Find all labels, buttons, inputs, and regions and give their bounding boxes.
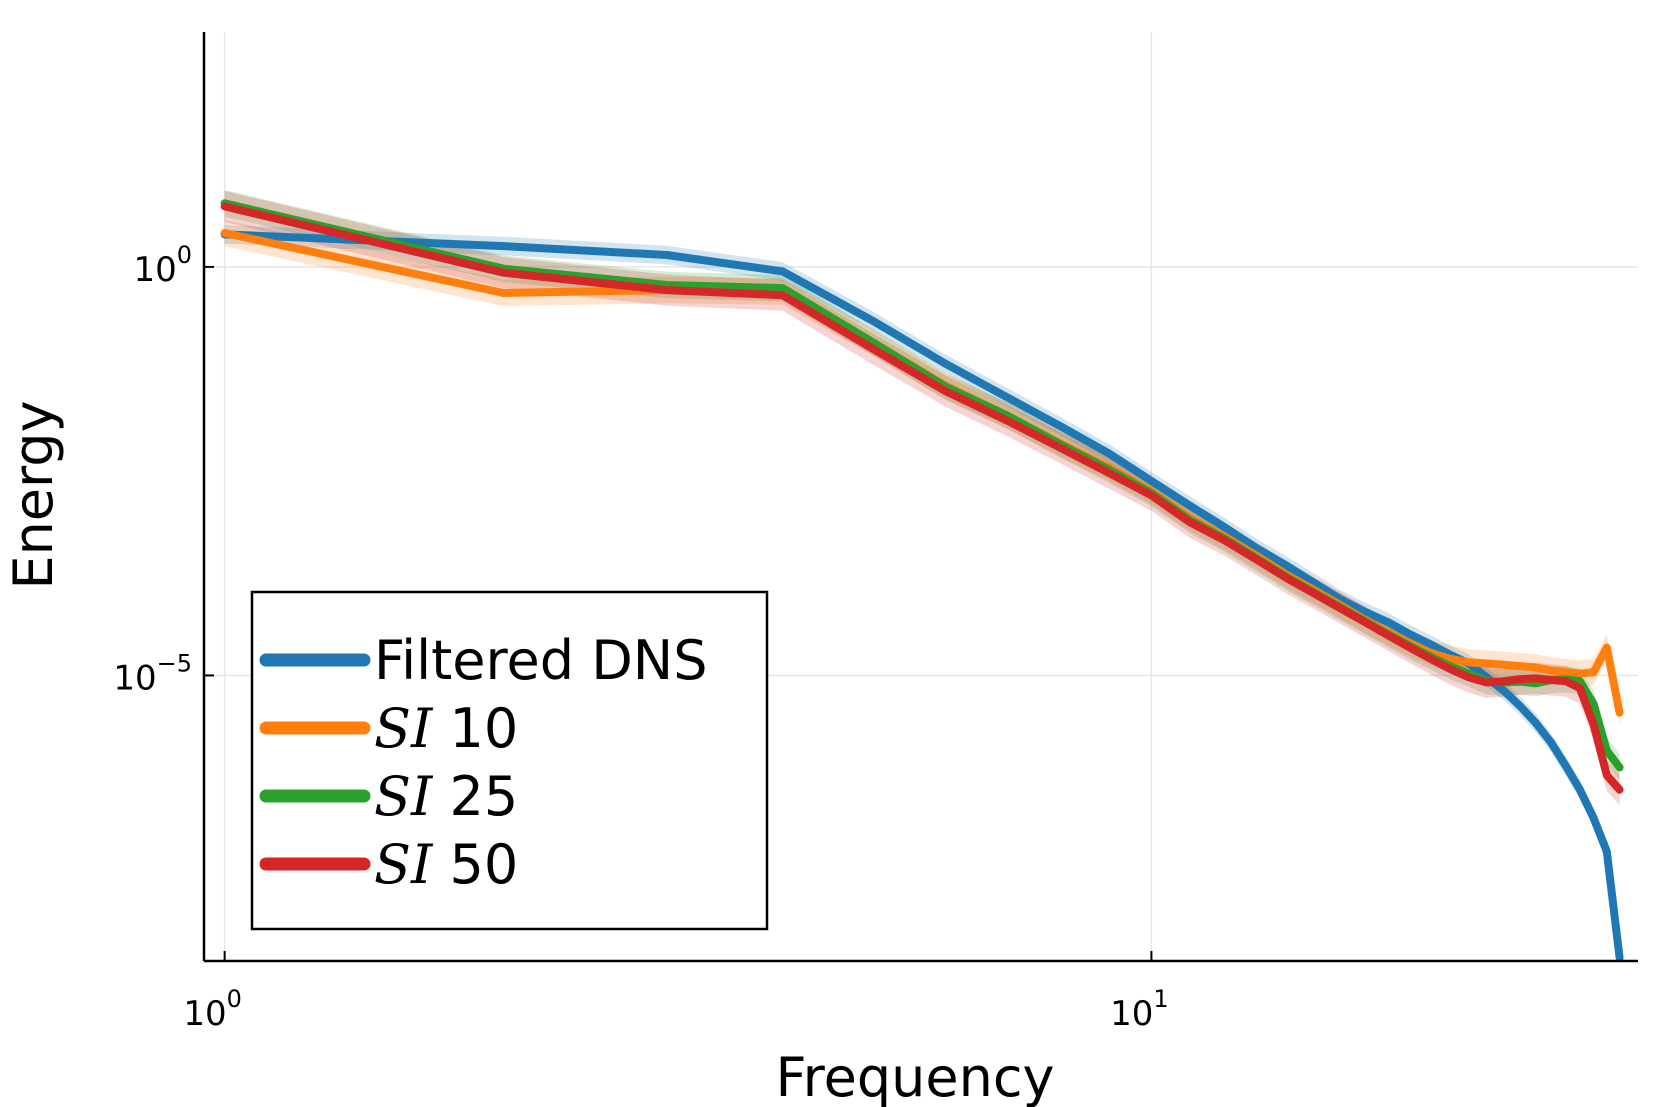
legend-box <box>250 590 769 931</box>
legend-label-text: 25 <box>432 765 518 828</box>
legend-label-math: SI <box>374 697 434 760</box>
y-tick-base: 10 <box>133 250 176 290</box>
legend-label: Filtered DNS <box>374 629 707 692</box>
series-line-1 <box>220 230 1624 961</box>
y-tick-base: 10 <box>113 658 156 698</box>
x-tick-exponent: 1 <box>1153 985 1168 1013</box>
y-axis-label: Energy <box>2 400 65 589</box>
y-tick-label: 100 <box>133 241 192 290</box>
legend-label: SI 10 <box>374 697 518 760</box>
legend-label-text: 10 <box>432 697 518 760</box>
x-axis-label: Frequency <box>776 1046 1055 1107</box>
x-tick-exponent: 0 <box>227 985 242 1013</box>
legend-label-text: Filtered DNS <box>374 629 707 692</box>
legend-label-text: 50 <box>432 833 518 896</box>
y-tick-exponent: −5 <box>157 649 192 677</box>
legend-label: SI 50 <box>374 833 518 896</box>
series-lines <box>220 199 1624 961</box>
series-line-4 <box>220 202 1624 794</box>
legend-label: SI 25 <box>374 765 518 828</box>
band-4 <box>224 190 1620 806</box>
legend-label-math: SI <box>374 765 434 828</box>
band-3 <box>224 190 1620 781</box>
band-1 <box>224 225 1620 961</box>
axes <box>202 32 1638 963</box>
legend-label-math: SI <box>374 833 434 896</box>
y-tick-label: 10−5 <box>113 649 192 698</box>
y-tick-exponent: 0 <box>177 241 192 269</box>
